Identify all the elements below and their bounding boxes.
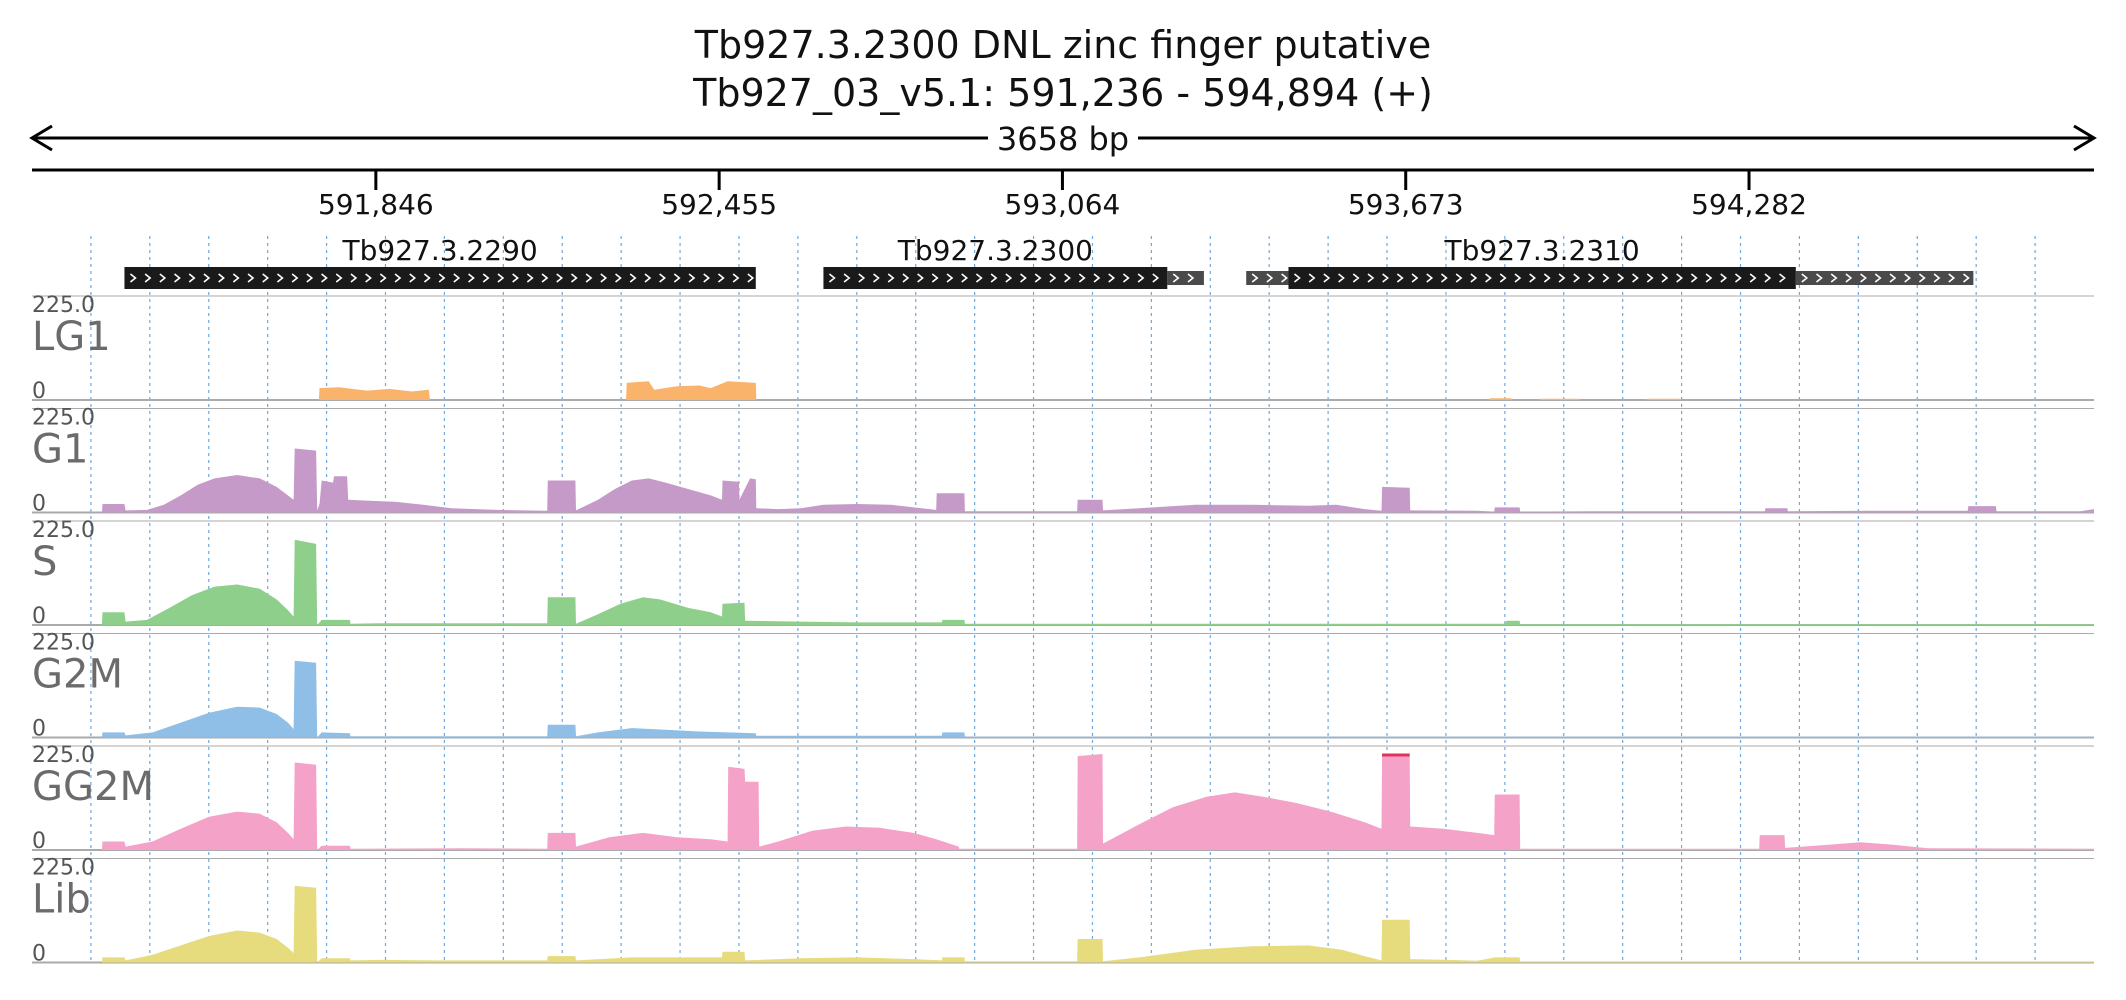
strand-chevrons	[129, 273, 755, 283]
gene-annotation-track: Tb927.3.2290 Tb927.3.2300 Tb927.3.2310	[124, 234, 1974, 289]
track-ymax-label: 225.0	[32, 743, 95, 768]
coverage-area	[32, 448, 2094, 513]
gene-feature[interactable]: Tb927.3.2290	[124, 234, 756, 289]
track-ymin-label: 0	[32, 492, 46, 517]
track-s: 225.0S 0	[32, 518, 2094, 629]
span-arrow-right-head	[2073, 124, 2097, 152]
gene-utr	[1795, 271, 1974, 285]
track-name: LG1	[32, 314, 111, 360]
track-name: G2M	[32, 652, 123, 698]
track-g1: 225.0G1 0	[32, 406, 2094, 517]
coverage-tracks: 225.0LG10225.0G10225.0S0225.0G2M0225.0GG…	[32, 293, 2094, 967]
gene-cds	[1288, 267, 1796, 289]
track-name: S	[32, 539, 57, 585]
gene-label: Tb927.3.2290	[342, 234, 538, 267]
coverage-area	[32, 754, 2094, 850]
chevron-path	[1172, 273, 1195, 283]
strand-chevrons	[1251, 273, 1288, 283]
coverage-area	[32, 660, 2094, 738]
ruler-tick-label: 593,064	[1005, 188, 1121, 221]
gene-feature[interactable]: Tb927.3.2300	[823, 234, 1289, 289]
coverage-area	[32, 381, 2094, 400]
track-ymin-label: 0	[32, 717, 46, 742]
track-ymax-label: 225.0	[32, 631, 95, 656]
ruler-tick-label: 592,455	[661, 188, 777, 221]
gene-utr	[1167, 271, 1204, 285]
coordinate-ruler: 591,846 592,455 593,064 593,673 594,282	[32, 168, 2094, 221]
track-ymin-label: 0	[32, 942, 46, 967]
track-name: GG2M	[32, 764, 154, 810]
strand-chevrons	[1172, 273, 1195, 283]
span-label: 3658 bp	[997, 120, 1129, 158]
gene-cds	[124, 267, 756, 289]
chevron-path	[1251, 273, 1288, 283]
track-ymin-label: 0	[32, 829, 46, 854]
ruler-tick-label: 593,673	[1348, 188, 1464, 221]
track-ymin-label: 0	[32, 379, 46, 404]
gene-utr	[1246, 271, 1289, 285]
ruler-tick-label: 594,282	[1691, 188, 1807, 221]
chevron-path	[1801, 273, 1970, 283]
gene-label: Tb927.3.2310	[1444, 234, 1640, 267]
span-arrow-left-head	[29, 124, 53, 152]
strand-chevrons	[1293, 273, 1786, 283]
coverage-area	[32, 885, 2094, 963]
track-name: G1	[32, 427, 88, 473]
locus-label: Tb927_03_v5.1: 591,236 - 594,894 (+)	[692, 71, 1433, 115]
track-ymin-label: 0	[32, 604, 46, 629]
track-ymax-label: 225.0	[32, 518, 95, 543]
strand-chevrons	[1801, 273, 1970, 283]
gene-feature[interactable]: Tb927.3.2310	[1288, 234, 1974, 289]
figure-title: Tb927.3.2300 DNL zinc finger putative	[694, 23, 1431, 67]
gene-label: Tb927.3.2300	[897, 234, 1093, 267]
span-arrow: 3658 bp	[29, 118, 2097, 158]
grid-lines	[90, 236, 2036, 962]
coverage-area	[32, 539, 2094, 625]
track-ymax-label: 225.0	[32, 293, 95, 318]
chevron-path	[828, 273, 1160, 283]
track-name: Lib	[32, 877, 91, 923]
track-ymax-label: 225.0	[32, 856, 95, 881]
track-ymax-label: 225.0	[32, 406, 95, 431]
ruler-tick-label: 591,846	[318, 188, 434, 221]
strand-chevrons	[828, 273, 1160, 283]
chevron-path	[129, 273, 755, 283]
chevron-path	[1293, 273, 1786, 283]
span-label-bg	[988, 118, 1138, 158]
